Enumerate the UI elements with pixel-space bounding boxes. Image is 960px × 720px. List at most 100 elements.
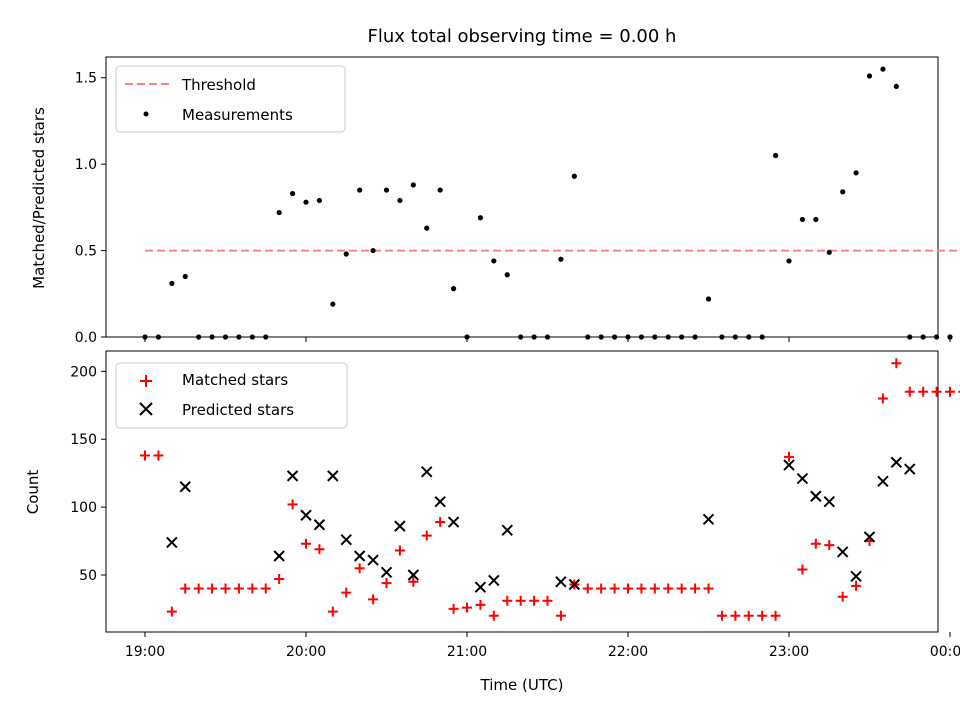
- predicted-star-point: [568, 578, 581, 591]
- measurement-point: [544, 334, 551, 340]
- measurements-legend-label: Measurements: [182, 106, 293, 124]
- measurement-point: [652, 334, 658, 340]
- matched-star-point: [945, 386, 955, 397]
- predicted-star-point: [300, 509, 312, 521]
- top-chart-title: Flux total observing time = 0.00 h: [368, 26, 677, 47]
- bottom-y-tick-label: 100: [70, 500, 97, 516]
- predicted-star-point: [407, 569, 420, 581]
- measurement-point: [518, 334, 524, 340]
- measurement-point: [853, 170, 859, 176]
- bottom-x-tick-label: 21:00: [447, 644, 487, 660]
- matched-star-point: [260, 583, 271, 594]
- measurement-point: [316, 197, 323, 204]
- matched-star-point: [770, 610, 781, 621]
- matched-star-point: [153, 450, 164, 461]
- bottom-legend-box: [115, 362, 348, 429]
- predicted-star-point: [474, 581, 487, 593]
- matched-legend-marker: [140, 375, 152, 387]
- predicted-star-point: [394, 520, 406, 532]
- matched-star-point: [475, 599, 486, 610]
- measurement-point: [491, 258, 497, 264]
- measurement-point: [719, 334, 725, 340]
- matched-star-point: [582, 583, 593, 594]
- measurement-point: [947, 334, 953, 340]
- measurement-point: [746, 334, 752, 340]
- measurement-point: [638, 334, 645, 340]
- top-y-axis-label: Matched/Predicted stars: [30, 107, 48, 289]
- top-legend: Threshold Measurements: [115, 65, 346, 133]
- measurement-point: [705, 296, 712, 302]
- measurement-point: [799, 216, 806, 223]
- predicted-star-point: [434, 495, 446, 508]
- predicted-star-point: [555, 576, 567, 588]
- bottom-y-tick-label: 200: [70, 364, 97, 380]
- bottom-legend: Matched stars Predicted stars: [115, 362, 348, 429]
- measurement-point: [679, 334, 685, 340]
- matched-star-point: [797, 564, 808, 575]
- measurement-point: [289, 190, 296, 197]
- matched-star-point: [824, 540, 835, 551]
- measurement-point: [477, 215, 484, 221]
- matched-star-point: [542, 595, 553, 606]
- measurement-point: [303, 199, 309, 205]
- measurement-point: [222, 334, 229, 340]
- matched-star-point: [690, 583, 701, 594]
- predicted-star-point: [904, 463, 916, 475]
- matched-star-point: [609, 583, 620, 594]
- matched-star-point: [555, 610, 566, 621]
- predicted-star-point: [273, 550, 285, 562]
- measurement-point: [692, 334, 698, 340]
- matched-star-point: [891, 358, 902, 369]
- matched-star-point: [716, 610, 727, 621]
- measurement-point: [786, 258, 792, 264]
- measurement-point: [410, 182, 416, 188]
- measurement-point: [933, 334, 940, 340]
- matched-star-point: [596, 583, 607, 594]
- predicted-star-point: [877, 475, 889, 488]
- measurement-point: [813, 216, 819, 223]
- measurement-point: [155, 334, 162, 340]
- matched-star-point: [623, 583, 633, 594]
- measurement-point: [759, 334, 765, 340]
- measurement-point: [236, 334, 242, 340]
- predicted-star-point: [367, 554, 379, 566]
- predicted-star-point: [810, 490, 822, 502]
- predicted-star-point: [702, 513, 715, 526]
- matched-star-point: [193, 583, 204, 594]
- matched-star-point: [918, 386, 929, 397]
- matched-star-point: [904, 386, 915, 397]
- bottom-plot-area: 19:0020:0021:0022:0023:0000:0001:0002:00…: [70, 350, 960, 660]
- predicted-star-point: [313, 519, 326, 531]
- measurement-point: [558, 256, 564, 262]
- measurement-point: [424, 225, 430, 231]
- measurement-point: [357, 187, 363, 193]
- predicted-star-point: [286, 470, 299, 482]
- matched-star-point: [663, 583, 674, 594]
- predicted-star-point: [353, 550, 366, 562]
- predicted-star-point: [380, 566, 393, 578]
- matched-star-point: [462, 602, 472, 613]
- measurement-point: [182, 273, 188, 280]
- bottom-x-tick-label: 19:00: [125, 644, 165, 660]
- measurements-legend-marker: [143, 111, 149, 117]
- bottom-y-axis-label: Count: [24, 470, 42, 515]
- bottom-x-tick-label: 22:00: [608, 644, 648, 660]
- predicted-star-point: [863, 531, 876, 543]
- measurement-point: [907, 334, 913, 340]
- measurement-point: [169, 280, 175, 287]
- measurement-point: [142, 334, 148, 340]
- matched-star-point: [180, 583, 191, 594]
- matched-star-point: [287, 499, 298, 510]
- predicted-star-point: [850, 570, 862, 583]
- bottom-y-tick-label: 150: [70, 432, 97, 448]
- predicted-star-point: [783, 459, 795, 471]
- measurement-point: [732, 334, 738, 340]
- predicted-star-point: [823, 495, 835, 508]
- matched-star-point: [368, 594, 379, 605]
- matched-star-point: [448, 603, 459, 614]
- matched-star-point: [488, 610, 499, 621]
- measurement-point: [893, 83, 899, 89]
- matched-star-point: [314, 544, 325, 555]
- matched-star-point: [703, 583, 714, 594]
